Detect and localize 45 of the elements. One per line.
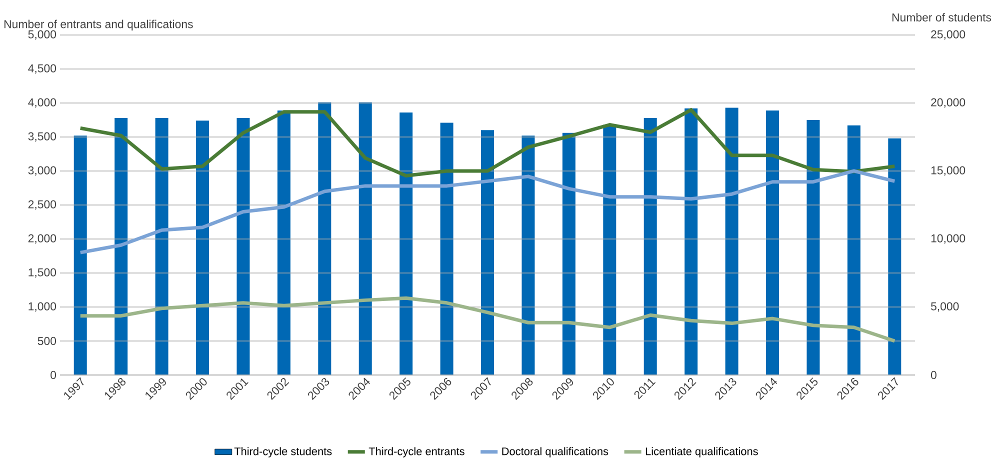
y-tick-label: 3,000 — [28, 166, 56, 176]
bar — [522, 136, 535, 375]
y-tick-label: 500 — [38, 336, 56, 346]
bar — [358, 102, 372, 375]
y2-tick-label: 15,000 — [931, 166, 966, 176]
bar — [155, 118, 168, 375]
bar — [806, 120, 820, 375]
y-tick-label: 2,000 — [28, 234, 56, 244]
y2-tick-label: 10,000 — [931, 234, 966, 244]
legend-label: Third-cycle entrants — [368, 447, 464, 458]
bar — [562, 132, 576, 375]
bar — [236, 118, 250, 375]
y2-tick-label: 0 — [930, 370, 936, 380]
bar — [725, 108, 738, 375]
bar — [440, 122, 454, 375]
y-tick-label: 1,500 — [28, 268, 56, 278]
bar — [766, 110, 780, 375]
legend-label: Licentiate qualifications — [646, 447, 758, 458]
y-tick-label: 4,000 — [28, 98, 56, 108]
bar — [74, 136, 87, 375]
line-series — [78, 108, 896, 178]
y-tick-label: 1,000 — [28, 302, 56, 312]
bar — [481, 130, 494, 375]
y2-axis-title: Number of students — [892, 13, 992, 22]
y2-tick-label: 5,000 — [930, 302, 959, 312]
y-axis-title: Number of entrants and qualifications — [4, 20, 193, 30]
bar — [400, 112, 413, 375]
y2-tick-label: 20,000 — [931, 98, 966, 108]
bar — [196, 120, 210, 375]
bar — [888, 138, 902, 375]
legend-label: Third-cycle students — [234, 447, 332, 458]
bar — [847, 125, 860, 375]
bar — [684, 108, 698, 375]
y-tick-label: 4,500 — [28, 64, 56, 74]
y-tick-label: 5,000 — [28, 30, 56, 40]
y2-tick-label: 25,000 — [931, 30, 966, 40]
bar — [603, 124, 616, 375]
bar — [277, 110, 290, 375]
legend-label: Doctoral qualifications — [502, 447, 608, 458]
bar — [644, 118, 657, 375]
bar — [318, 102, 332, 375]
y-tick-label: 2,500 — [28, 200, 56, 210]
y-tick-label: 0 — [50, 370, 56, 380]
bar — [114, 118, 128, 375]
y-tick-label: 3,500 — [28, 132, 56, 142]
